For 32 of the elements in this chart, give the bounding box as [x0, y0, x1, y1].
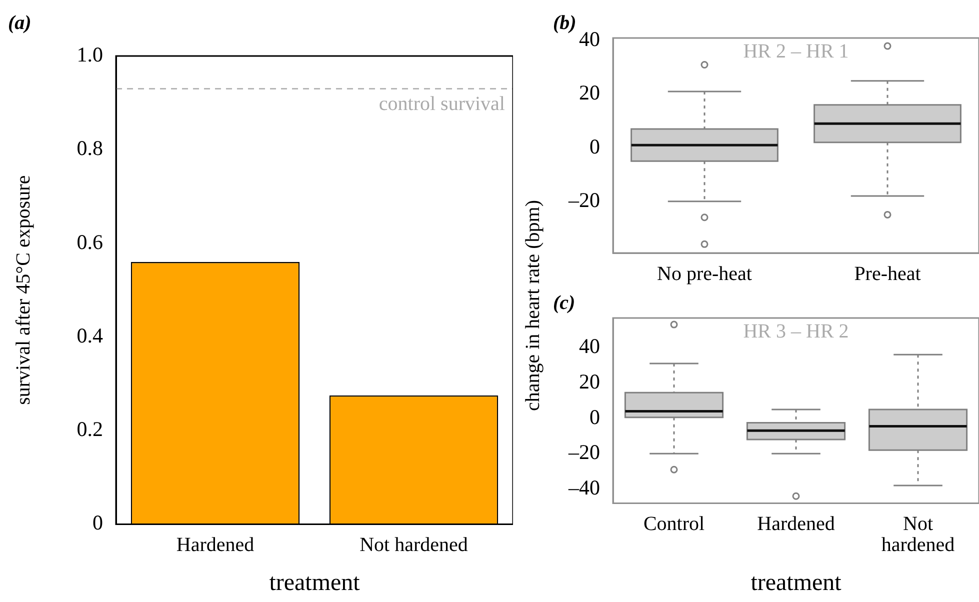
x-tick-label: No pre-heat [657, 262, 752, 285]
x-tick-label: Pre-heat [854, 262, 922, 285]
x-tick-label: Not hardened [881, 512, 955, 556]
chart-title: (c) [553, 292, 576, 314]
x-tick-label: Control [643, 512, 705, 535]
y-tick-label: –20 [568, 188, 600, 212]
y-tick-label: 0.6 [76, 230, 103, 254]
chart-title: (b) [553, 12, 576, 34]
annotation: HR 3 – HR 2 [743, 320, 849, 342]
y-tick-label: 40 [579, 334, 600, 358]
chart-title: (a) [8, 12, 32, 34]
y-axis-title: change in heart rate (bpm) [522, 199, 544, 411]
y-tick-label: 0.8 [76, 136, 103, 160]
y-tick-label: –40 [568, 476, 600, 500]
y-tick-label: 1.0 [76, 42, 103, 67]
y-tick-label: 0 [590, 404, 600, 429]
x-tick-label: Not hardened [360, 534, 468, 556]
y-tick-label: –20 [568, 440, 600, 464]
x-tick-label: Hardened [176, 534, 254, 556]
y-tick-label: 0 [590, 134, 600, 158]
x-axis-title: treatment [750, 570, 842, 596]
y-tick-label: 0 [92, 510, 103, 535]
x-tick-label: Hardened [757, 512, 835, 535]
y-tick-label: 20 [579, 80, 600, 105]
ref-line-label: control survival [378, 93, 506, 116]
y-axis-title: survival after 45°C exposure [12, 175, 34, 405]
y-tick-label: 0.2 [76, 417, 103, 442]
annotation: HR 2 – HR 1 [743, 40, 849, 62]
x-axis-title: treatment [269, 570, 360, 596]
y-tick-label: 20 [579, 369, 600, 394]
y-tick-label: 40 [579, 27, 600, 52]
y-tick-label: 0.4 [76, 323, 104, 348]
